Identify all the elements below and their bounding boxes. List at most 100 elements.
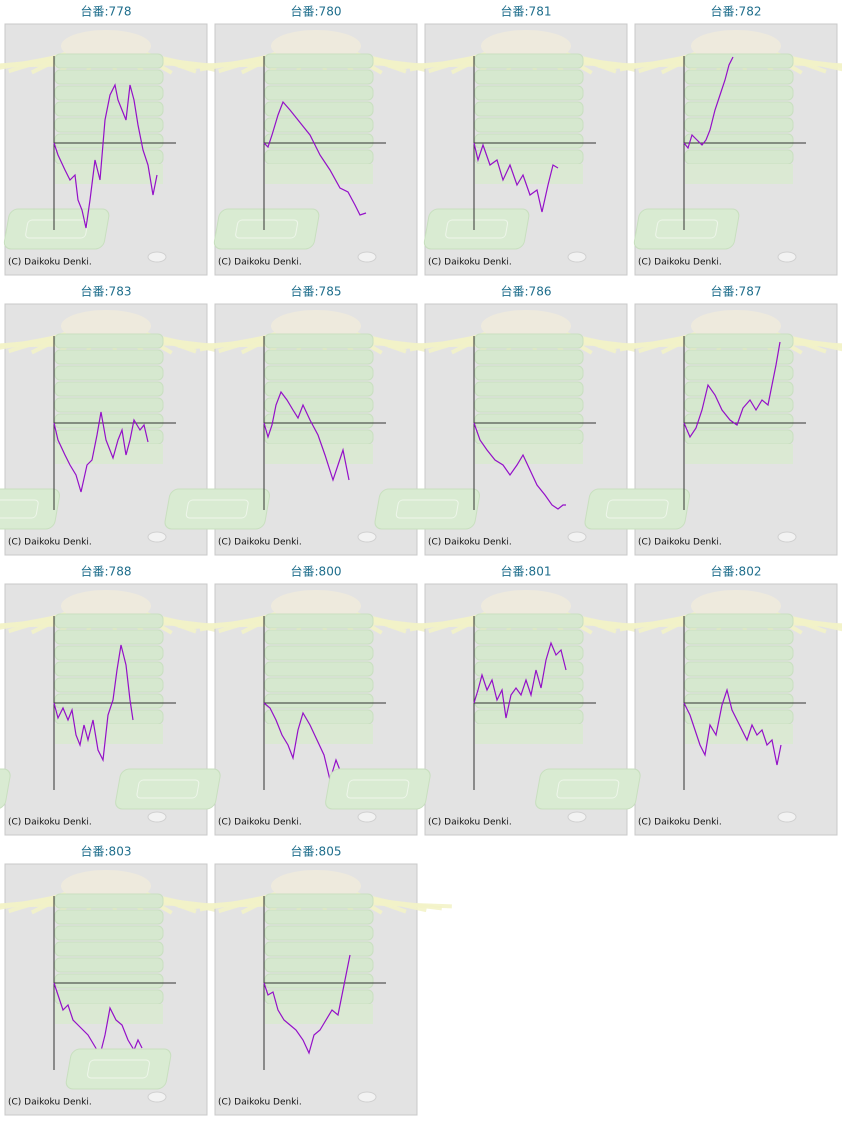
copyright: (C) Daikoku Denki. — [218, 818, 302, 828]
decor-tier — [54, 973, 164, 989]
decor-coin — [357, 251, 377, 263]
decor-tier — [264, 893, 374, 909]
decor-tier — [474, 677, 584, 693]
decor-tier — [264, 613, 374, 629]
chart: 台番:787 (C) Daikoku Denki. — [584, 284, 842, 556]
decor-tray — [584, 488, 690, 530]
copyright: (C) Daikoku Denki. — [638, 538, 722, 548]
decor-tier — [684, 629, 794, 645]
decor-tier — [54, 349, 164, 365]
copyright: (C) Daikoku Denki. — [8, 1098, 92, 1108]
decor-tier — [54, 53, 164, 69]
decor-coin — [147, 1091, 167, 1103]
decor-tier — [684, 677, 794, 693]
decor-tier — [54, 941, 164, 957]
chart: 台番:782 (C) Daikoku Denki. — [598, 4, 842, 276]
decor-tray — [374, 488, 480, 530]
decor-tray-inner — [395, 499, 459, 519]
decor-tier — [54, 413, 164, 429]
decor-tray — [115, 768, 221, 810]
decor-column — [265, 444, 373, 464]
decor-tray-inner — [605, 499, 669, 519]
decor-column — [475, 164, 583, 184]
decor-column — [265, 164, 373, 184]
chart-title: 台番:781 — [501, 4, 552, 19]
decor-tier — [54, 117, 164, 133]
decor-column — [685, 724, 793, 744]
decor-tier — [264, 117, 374, 133]
decor-tier — [684, 661, 794, 677]
decor-tier — [684, 349, 794, 365]
decor-tray-inner — [235, 219, 299, 239]
chart: 台番:780 (C) Daikoku Denki. — [178, 4, 452, 276]
chart-title: 台番:782 — [711, 4, 762, 19]
decor-tier — [264, 925, 374, 941]
decor-ray — [779, 620, 842, 628]
decor-coin — [777, 531, 797, 543]
decor-tier — [264, 333, 374, 349]
decor-coin — [357, 531, 377, 543]
decor-coin — [147, 531, 167, 543]
decor-coin — [147, 251, 167, 263]
decor-tier — [474, 645, 584, 661]
decor-tier — [54, 133, 164, 149]
decor-tray — [325, 768, 431, 810]
decor-column — [685, 444, 793, 464]
decor-tray-inner — [87, 1059, 150, 1079]
decor-tier — [264, 397, 374, 413]
data-line — [473, 422, 566, 510]
decor-tier — [474, 629, 584, 645]
decor-tray-inner — [25, 219, 89, 239]
decor-tier — [54, 365, 164, 381]
decor-tier — [264, 909, 374, 925]
decor-tier — [264, 413, 374, 429]
decor-tier — [684, 333, 794, 349]
decor-tier — [684, 613, 794, 629]
decor-tray — [0, 768, 11, 810]
decor-tray — [213, 208, 320, 250]
decor-tray-inner — [556, 779, 620, 799]
chart: 台番:805 (C) Daikoku Denki. — [65, 844, 452, 1116]
decor-tier — [264, 629, 374, 645]
chart: 台番:802 (C) Daikoku Denki. — [535, 564, 842, 836]
decor-tier — [474, 53, 584, 69]
decor-tier — [474, 693, 584, 709]
decor-coin — [567, 531, 587, 543]
decor-column — [685, 164, 793, 184]
chart-title: 台番:801 — [501, 564, 552, 579]
chart-title: 台番:803 — [81, 844, 132, 859]
decor-tier — [684, 365, 794, 381]
decor-tier — [264, 973, 374, 989]
decor-tier — [474, 397, 584, 413]
decor-tier — [264, 957, 374, 973]
decor-coin — [357, 1091, 377, 1103]
decor-tier — [54, 629, 164, 645]
chart-title: 台番:788 — [81, 564, 132, 579]
decor-tier — [54, 677, 164, 693]
decor-column — [475, 724, 583, 744]
copyright: (C) Daikoku Denki. — [8, 538, 92, 548]
chart-title: 台番:802 — [711, 564, 762, 579]
decor-column — [265, 724, 373, 744]
decor-tier — [474, 117, 584, 133]
decor-tier — [474, 69, 584, 85]
decor-tier — [684, 85, 794, 101]
decor-tier — [54, 333, 164, 349]
decor-column — [55, 724, 163, 744]
decor-ray — [359, 900, 452, 909]
data-line — [263, 702, 344, 783]
decor-tier — [474, 85, 584, 101]
decor-tier — [684, 53, 794, 69]
chart: 台番:788 (C) Daikoku Denki. — [0, 564, 242, 836]
data-line — [473, 641, 567, 719]
decor-tier — [474, 333, 584, 349]
decor-tray — [164, 488, 270, 530]
decor-tier — [684, 117, 794, 133]
decor-tier — [264, 365, 374, 381]
decor-tier — [264, 677, 374, 693]
decor-coin — [567, 251, 587, 263]
copyright: (C) Daikoku Denki. — [218, 1098, 302, 1108]
decor-tier — [474, 101, 584, 117]
decor-tray — [535, 768, 641, 810]
